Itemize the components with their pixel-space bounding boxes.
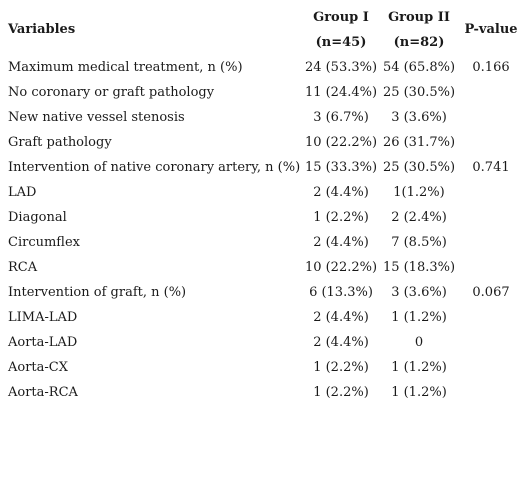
- row-label: Circumflex: [8, 235, 80, 250]
- row-group1-value: 24 (53.3%): [304, 60, 378, 75]
- header-variables: Variables: [8, 22, 76, 37]
- row-pvalue: 0.741: [472, 160, 510, 175]
- table-row: No coronary or graft pathology 11 (24.4%…: [0, 80, 527, 105]
- row-label: Intervention of graft, n (%): [8, 285, 187, 300]
- header-group1-n: (n=45): [315, 35, 367, 50]
- table-row: RCA 10 (22.2%) 15 (18.3%): [0, 255, 527, 280]
- row-group1-value: 2 (4.4%): [313, 235, 369, 250]
- table-row: Intervention of graft, n (%) 6 (13.3%) 3…: [0, 280, 527, 305]
- header-group1: Group I: [313, 10, 369, 25]
- table-row: Aorta-LAD 2 (4.4%) 0: [0, 330, 527, 355]
- row-label: Graft pathology: [8, 135, 112, 150]
- table-row: LIMA-LAD 2 (4.4%) 1 (1.2%): [0, 305, 527, 330]
- row-group2-value: 15 (18.3%): [382, 260, 456, 275]
- header-group2-n: (n=82): [393, 35, 445, 50]
- row-group2-value: 25 (30.5%): [382, 160, 456, 175]
- row-group2-value: 25 (30.5%): [382, 85, 456, 100]
- row-group2-value: 1(1.2%): [393, 185, 445, 200]
- row-label: Diagonal: [8, 210, 67, 225]
- row-group2-value: 1 (1.2%): [391, 360, 447, 375]
- row-label: Maximum medical treatment, n (%): [8, 60, 243, 75]
- row-group2-value: 54 (65.8%): [382, 60, 456, 75]
- row-pvalue: 0.067: [472, 285, 510, 300]
- header-group2: Group II: [388, 10, 450, 25]
- row-label: No coronary or graft pathology: [8, 85, 215, 100]
- row-label: New native vessel stenosis: [8, 110, 185, 125]
- row-group1-value: 2 (4.4%): [313, 335, 369, 350]
- table-row: Diagonal 1 (2.2%) 2 (2.4%): [0, 205, 527, 230]
- row-group2-value: 26 (31.7%): [382, 135, 456, 150]
- table-row: Intervention of native coronary artery, …: [0, 155, 527, 180]
- row-label: LAD: [8, 185, 37, 200]
- row-group1-value: 10 (22.2%): [304, 135, 378, 150]
- table-header: Variables Group I (n=45) Group II (n=82)…: [0, 0, 527, 56]
- header-pvalue: P-value: [464, 22, 518, 37]
- row-group1-value: 11 (24.4%): [304, 85, 378, 100]
- row-group1-value: 2 (4.4%): [313, 185, 369, 200]
- row-group1-value: 1 (2.2%): [313, 385, 369, 400]
- row-group1-value: 1 (2.2%): [313, 360, 369, 375]
- row-group2-value: 0: [414, 335, 424, 350]
- row-label: LIMA-LAD: [8, 310, 78, 325]
- row-label: Aorta-CX: [8, 360, 68, 375]
- row-group1-value: 6 (13.3%): [309, 285, 373, 300]
- table-row: LAD 2 (4.4%) 1(1.2%): [0, 180, 527, 205]
- table-row: Maximum medical treatment, n (%) 24 (53.…: [0, 55, 527, 80]
- table-row: New native vessel stenosis 3 (6.7%) 3 (3…: [0, 105, 527, 130]
- row-group1-value: 1 (2.2%): [313, 210, 369, 225]
- row-label: RCA: [8, 260, 38, 275]
- row-pvalue: 0.166: [472, 60, 510, 75]
- row-label: Intervention of native coronary artery, …: [8, 160, 301, 175]
- row-group1-value: 10 (22.2%): [304, 260, 378, 275]
- row-group2-value: 7 (8.5%): [391, 235, 447, 250]
- row-group2-value: 3 (3.6%): [391, 110, 447, 125]
- table-row: Aorta-RCA 1 (2.2%) 1 (1.2%): [0, 380, 527, 405]
- row-label: Aorta-RCA: [8, 385, 78, 400]
- row-label: Aorta-LAD: [8, 335, 78, 350]
- row-group2-value: 1 (1.2%): [391, 310, 447, 325]
- row-group1-value: 15 (33.3%): [304, 160, 378, 175]
- row-group2-value: 1 (1.2%): [391, 385, 447, 400]
- row-group1-value: 2 (4.4%): [313, 310, 369, 325]
- row-group1-value: 3 (6.7%): [313, 110, 369, 125]
- row-group2-value: 2 (2.4%): [391, 210, 447, 225]
- table-row: Circumflex 2 (4.4%) 7 (8.5%): [0, 230, 527, 255]
- row-group2-value: 3 (3.6%): [391, 285, 447, 300]
- table-row: Aorta-CX 1 (2.2%) 1 (1.2%): [0, 355, 527, 380]
- table-row: Graft pathology 10 (22.2%) 26 (31.7%): [0, 130, 527, 155]
